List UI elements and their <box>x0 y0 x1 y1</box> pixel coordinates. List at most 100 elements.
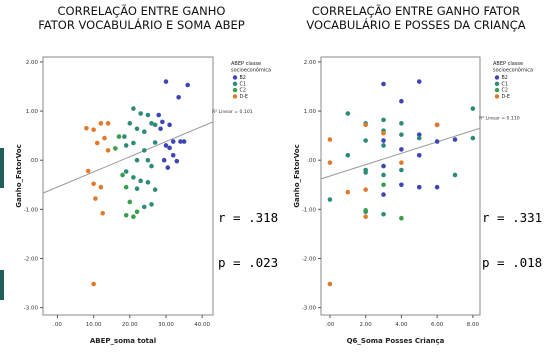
scatter-panel-left: -3.00 -2.00 -1.00 .00 1.00 2.00 .00 10.00 20.00 3… <box>5 45 282 353</box>
data-point-d-e <box>345 189 351 195</box>
y-tick-label: 2.00 <box>26 60 39 66</box>
data-point-b2 <box>434 184 440 190</box>
data-point-d-e <box>399 160 404 165</box>
data-point-b2 <box>174 158 180 164</box>
x-tick-label: 8.00 <box>467 322 480 328</box>
data-point-b2 <box>381 163 386 169</box>
data-point-b2 <box>381 192 386 197</box>
legend-title-line: socioeconômica <box>231 67 271 74</box>
data-point-d-e <box>102 135 107 141</box>
data-point-c1 <box>345 152 351 158</box>
data-point-c1 <box>131 175 136 180</box>
x-tick-label: 20.00 <box>122 322 138 328</box>
data-point-c1 <box>131 106 136 111</box>
data-point-c1 <box>127 121 133 126</box>
data-point-c1 <box>141 148 147 153</box>
data-point-b2 <box>452 137 458 142</box>
x-axis-label: Q6_Soma Posses Criança <box>347 337 445 345</box>
scatter-panel-right: -3.00 -2.00 -1.00 .00 1.00 2.00 .00 2.00 4.00 6.0… <box>286 45 547 353</box>
data-point-b2 <box>165 165 171 170</box>
data-point-c1 <box>399 132 404 137</box>
correlation-annotation-left: r = .318 p = .023 <box>218 180 278 300</box>
y-tick-label: -1.00 <box>302 207 317 213</box>
data-point-d-e <box>91 181 96 187</box>
data-point-c1 <box>134 157 140 163</box>
legend-marker-c2 <box>232 87 238 93</box>
y-tick-label: -1.00 <box>24 207 39 213</box>
data-point-d-e <box>85 168 91 174</box>
data-point-c1 <box>149 163 154 169</box>
data-point-b2 <box>416 184 422 190</box>
data-point-c1 <box>327 197 333 202</box>
data-point-c2 <box>123 212 129 218</box>
legend-title-line: ABEP classe <box>231 61 261 67</box>
data-point-c1 <box>363 170 368 175</box>
fit-r-squared-label: R² Linear = 0.101 <box>212 109 253 115</box>
y-tick-label: 1.00 <box>26 109 39 115</box>
data-point-d-e <box>98 121 104 126</box>
y-tick-label: 2.00 <box>304 60 317 66</box>
data-point-c1 <box>381 117 386 123</box>
data-point-c1 <box>470 106 476 111</box>
y-tick-label: -2.00 <box>24 256 39 262</box>
chart-title-right-line-1: CORRELAÇÃO ENTRE GANHO FATOR <box>311 4 521 18</box>
data-point-c1 <box>141 129 147 134</box>
x-tick-label: .00 <box>53 322 62 328</box>
data-point-b2 <box>381 138 386 143</box>
y-tick-label: .00 <box>307 158 316 164</box>
legend-title-line: socioeconômica <box>493 67 533 74</box>
legend-marker-b2 <box>494 75 500 80</box>
x-tick-label: 30.00 <box>158 322 174 328</box>
data-point-d-e <box>363 214 368 220</box>
data-point-c2 <box>120 172 125 178</box>
r-value: r = .331 <box>482 210 543 225</box>
r-value: r = .318 <box>218 210 279 225</box>
data-point-d-e <box>94 140 100 146</box>
data-point-c1 <box>149 202 154 207</box>
data-point-c1 <box>134 126 140 132</box>
x-axis-label: ABEP_soma total <box>90 337 156 345</box>
x-tick-label: 6.00 <box>431 322 444 328</box>
fit-r-squared-label: R² Linear = 0.110 <box>479 115 520 121</box>
data-point-d-e <box>98 184 104 190</box>
data-point-c1 <box>145 157 151 163</box>
data-point-d-e <box>105 121 111 126</box>
data-point-c1 <box>381 143 386 148</box>
x-tick-label: .00 <box>326 322 335 328</box>
left-edge-marker <box>0 270 4 300</box>
data-point-c1 <box>470 135 476 141</box>
data-point-d-e <box>93 196 98 201</box>
data-point-c1 <box>123 169 129 174</box>
data-point-c1 <box>381 172 386 178</box>
y-tick-label: -2.00 <box>302 256 317 262</box>
legend-marker-b2 <box>232 75 238 80</box>
data-point-c1 <box>141 204 147 210</box>
legend-label-c1: C1 <box>240 81 246 87</box>
data-point-c2 <box>134 209 140 215</box>
data-point-d-e <box>363 122 368 128</box>
left-edge-marker <box>0 148 4 188</box>
data-point-b2 <box>416 79 422 84</box>
legend-marker-c2 <box>494 87 500 93</box>
data-point-c1 <box>138 178 143 184</box>
y-tick-label: 1.00 <box>304 109 317 115</box>
chart-title-left-line-1: CORRELAÇÃO ENTRE GANHO <box>57 4 226 18</box>
p-value: p = .023 <box>218 255 279 270</box>
data-point-d-e <box>327 281 333 287</box>
legend-marker-d-e <box>232 94 238 99</box>
data-point-b2 <box>170 139 176 144</box>
data-point-d-e <box>91 281 96 287</box>
scatter-plot-left: -3.00 -2.00 -1.00 .00 1.00 2.00 .00 10.00 20.00 3… <box>15 56 271 345</box>
p-value: p = .018 <box>482 255 543 270</box>
data-point-c1 <box>416 135 422 141</box>
data-point-d-e <box>84 125 89 131</box>
data-point-b2 <box>176 94 181 100</box>
y-tick-label: .00 <box>29 158 38 164</box>
data-point-c1 <box>122 134 127 139</box>
x-tick-label: 2.00 <box>360 322 373 328</box>
data-point-c1 <box>123 143 129 148</box>
y-tick-label: -3.00 <box>302 306 317 312</box>
linear-fit-line <box>42 121 214 194</box>
scatter-plot-right: -3.00 -2.00 -1.00 .00 1.00 2.00 .00 2.00 4.00 6.0… <box>293 56 533 345</box>
data-point-d-e <box>327 137 333 142</box>
